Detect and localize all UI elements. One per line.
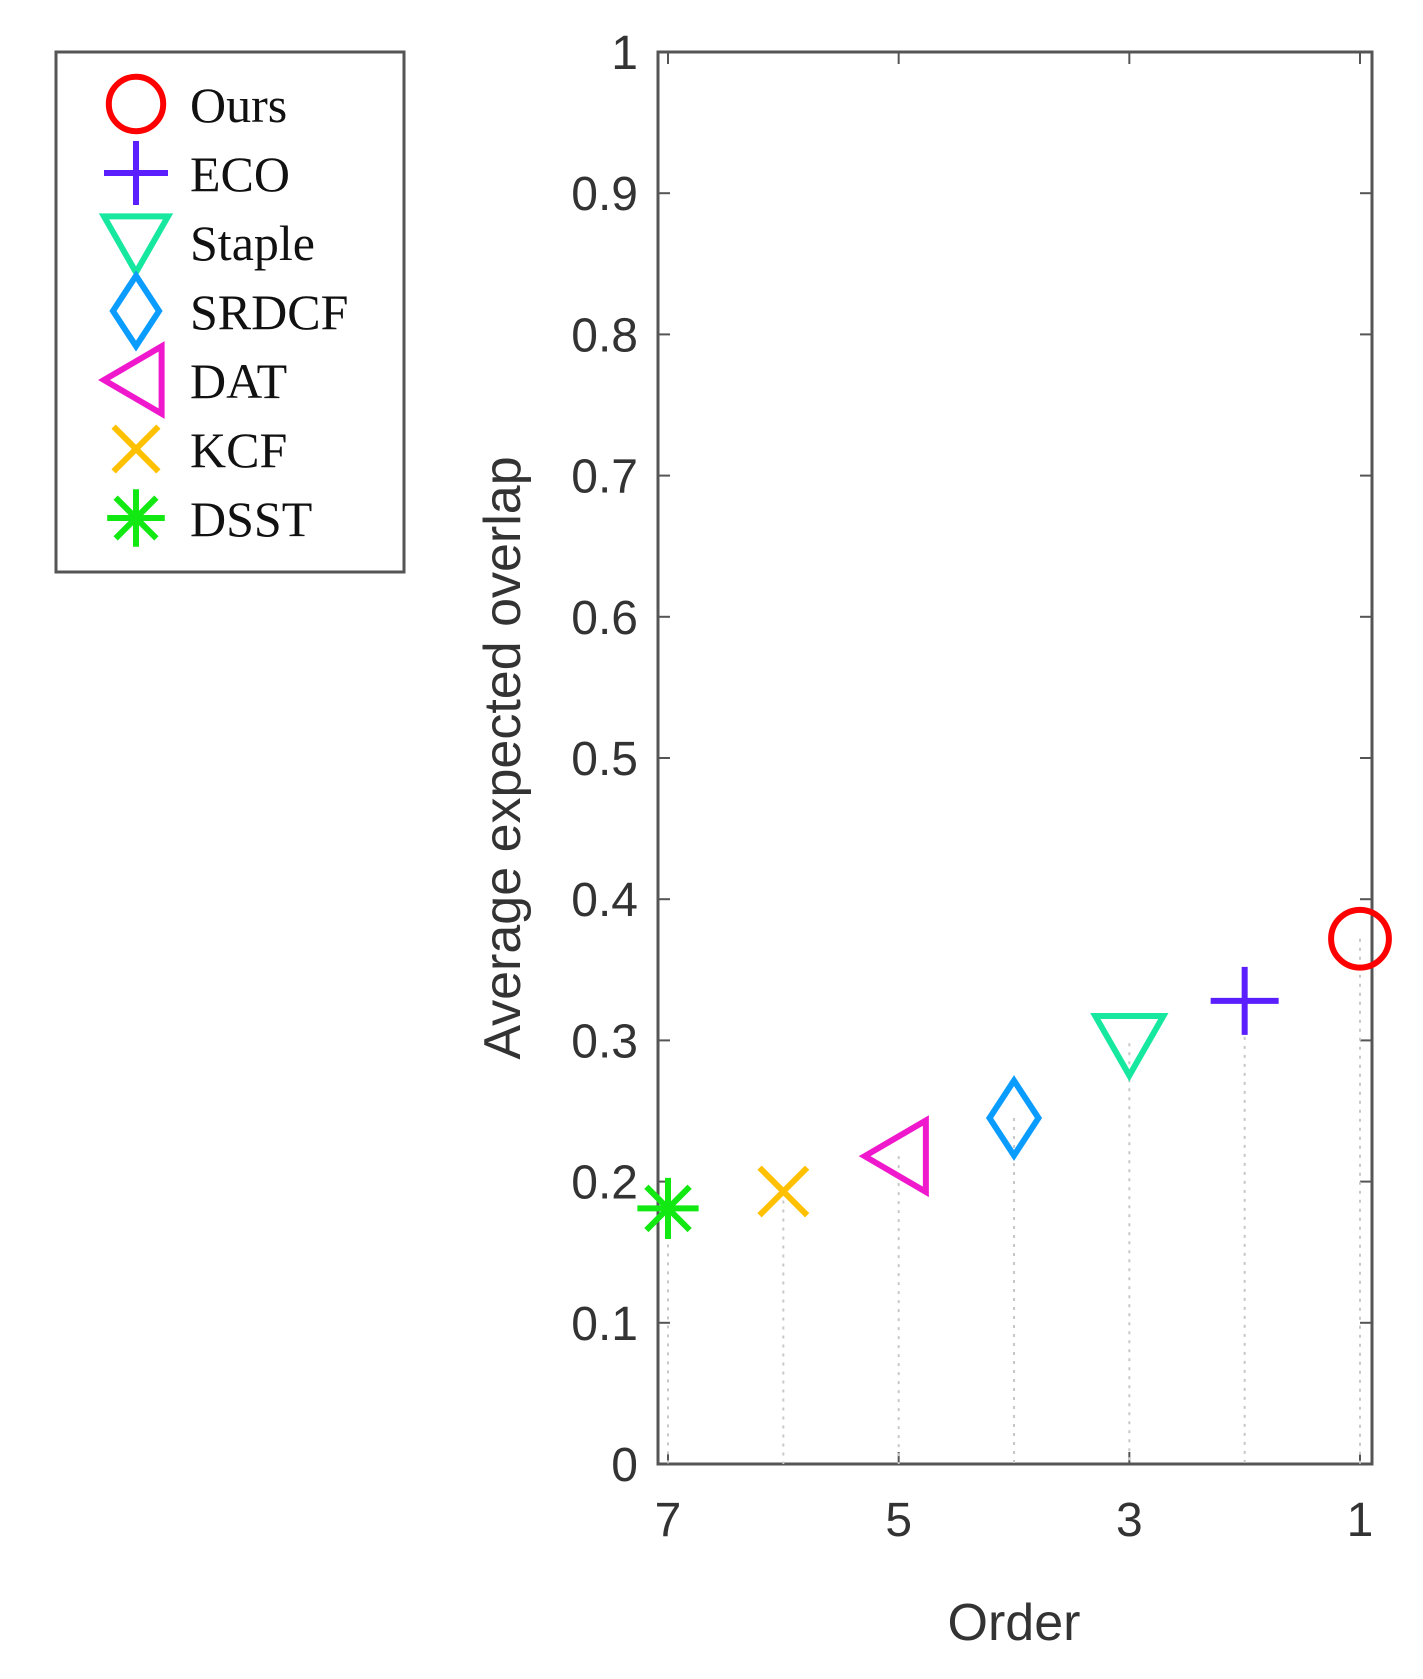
y-tick-label: 0 xyxy=(611,1439,638,1492)
legend: Ours ECO Staple SRDCF DAT KCF DSST xyxy=(54,50,406,574)
y-tick-label: 1 xyxy=(611,27,638,80)
x-tick-label: 3 xyxy=(1116,1494,1143,1547)
axes-box xyxy=(656,50,1374,1466)
legend-label: ECO xyxy=(190,146,290,202)
stem-lines xyxy=(667,938,1361,1464)
y-tick-label: 0.9 xyxy=(571,168,638,221)
marker-eco xyxy=(1210,966,1279,1035)
legend-label: Staple xyxy=(190,215,315,271)
legend-marker-staple xyxy=(98,213,174,279)
x-tick-label: 1 xyxy=(1347,1494,1374,1547)
axis-ticks: 0 0.1 0.2 0.3 0.4 0.5 0.6 0.7 0.8 0.9 1 7 5 3 1 xyxy=(571,27,1373,1547)
y-tick-label: 0.7 xyxy=(571,451,638,504)
y-tick-label: 0.5 xyxy=(571,733,638,786)
marker-dat xyxy=(858,1115,929,1198)
y-tick-label: 0.2 xyxy=(571,1157,638,1210)
marker-kcf xyxy=(757,1165,810,1218)
legend-marker-eco xyxy=(104,141,168,205)
y-axis-label: Average expected overlap xyxy=(474,456,532,1059)
legend-marker-ours xyxy=(105,73,167,135)
legend-label: DSST xyxy=(190,491,312,547)
y-tick-label: 0.6 xyxy=(571,592,638,645)
data-markers xyxy=(637,906,1392,1240)
marker-srdcf xyxy=(985,1075,1043,1161)
marker-dsst xyxy=(637,1177,699,1240)
legend-label: Ours xyxy=(190,77,287,133)
plot-area: 0 0.1 0.2 0.3 0.4 0.5 0.6 0.7 0.8 0.9 1 7 5 3 1 xyxy=(571,27,1392,1547)
legend-label: DAT xyxy=(190,353,287,409)
marker-staple xyxy=(1090,1013,1169,1082)
legend-marker-srdcf xyxy=(109,270,163,352)
y-tick-label: 0.1 xyxy=(571,1298,638,1351)
y-tick-label: 0.8 xyxy=(571,309,638,362)
legend-label: SRDCF xyxy=(190,284,348,340)
x-tick-label: 7 xyxy=(655,1494,682,1547)
marker-ours xyxy=(1328,906,1392,971)
y-tick-label: 0.3 xyxy=(571,1015,638,1068)
legend-marker-kcf xyxy=(111,424,161,474)
legend-label: KCF xyxy=(190,422,287,478)
legend-marker-dat xyxy=(98,341,165,419)
legend-marker-dsst xyxy=(107,489,165,547)
y-tick-label: 0.4 xyxy=(571,874,638,927)
x-axis-label: Order xyxy=(948,1594,1081,1652)
x-tick-label: 5 xyxy=(885,1494,912,1547)
